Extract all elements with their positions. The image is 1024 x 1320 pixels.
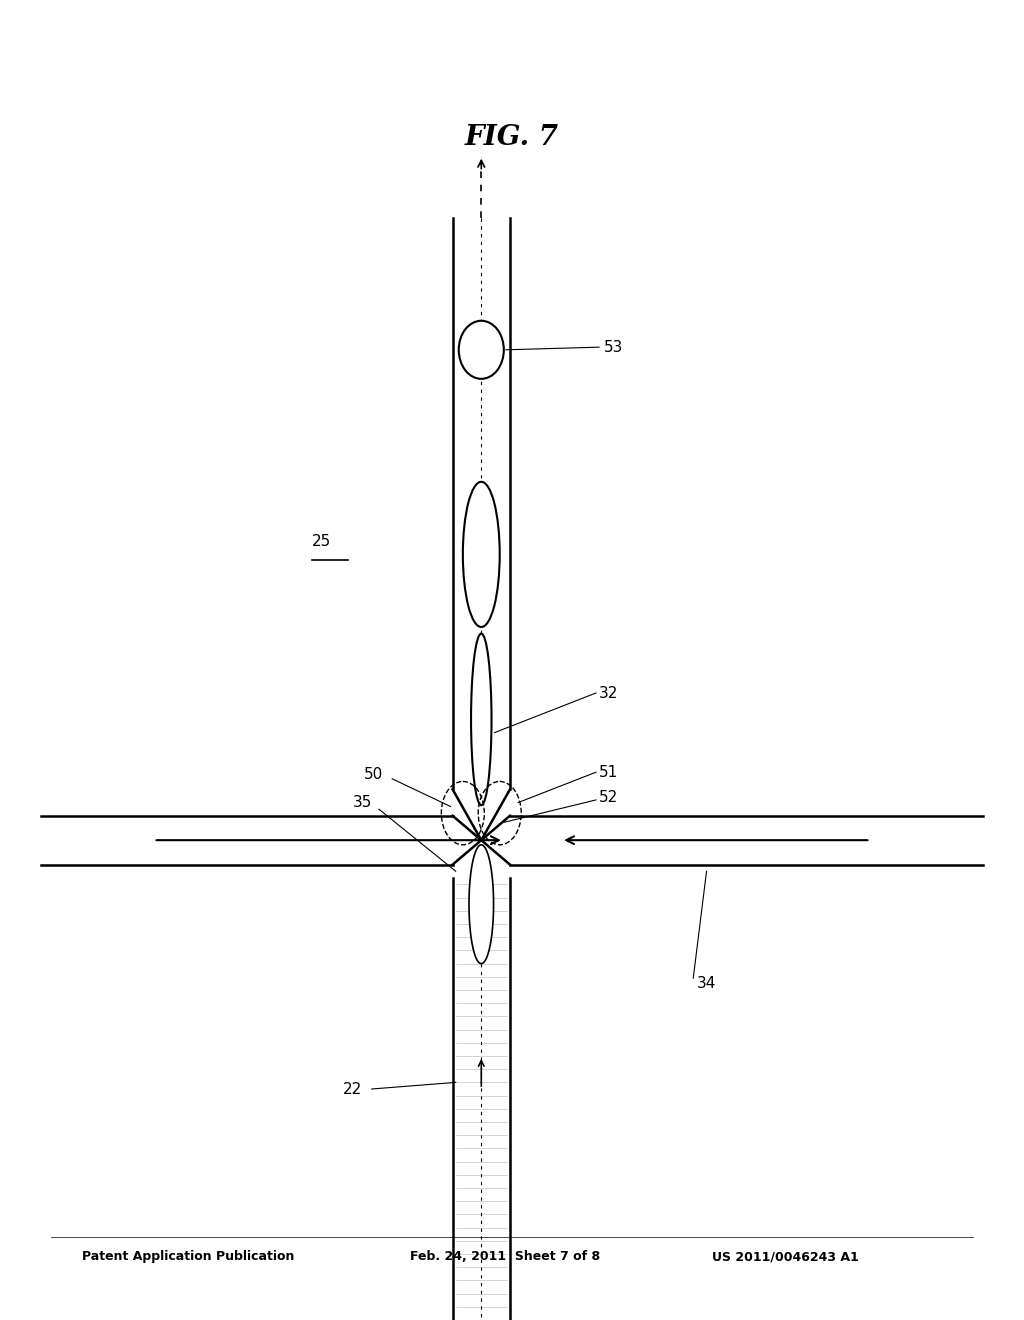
Text: 35: 35 (353, 795, 373, 810)
Text: 34: 34 (696, 975, 716, 991)
Text: 51: 51 (599, 764, 618, 780)
Polygon shape (469, 845, 494, 964)
Ellipse shape (463, 482, 500, 627)
Text: US 2011/0046243 A1: US 2011/0046243 A1 (712, 1250, 858, 1263)
Text: 52: 52 (599, 789, 618, 805)
Text: Patent Application Publication: Patent Application Publication (82, 1250, 294, 1263)
Text: Feb. 24, 2011  Sheet 7 of 8: Feb. 24, 2011 Sheet 7 of 8 (410, 1250, 600, 1263)
Text: 25: 25 (312, 533, 332, 549)
Text: 50: 50 (364, 767, 383, 783)
Ellipse shape (471, 634, 492, 805)
Text: 32: 32 (599, 685, 618, 701)
Text: 53: 53 (604, 339, 624, 355)
Text: FIG. 7: FIG. 7 (465, 124, 559, 150)
Ellipse shape (459, 321, 504, 379)
Text: 22: 22 (343, 1081, 362, 1097)
